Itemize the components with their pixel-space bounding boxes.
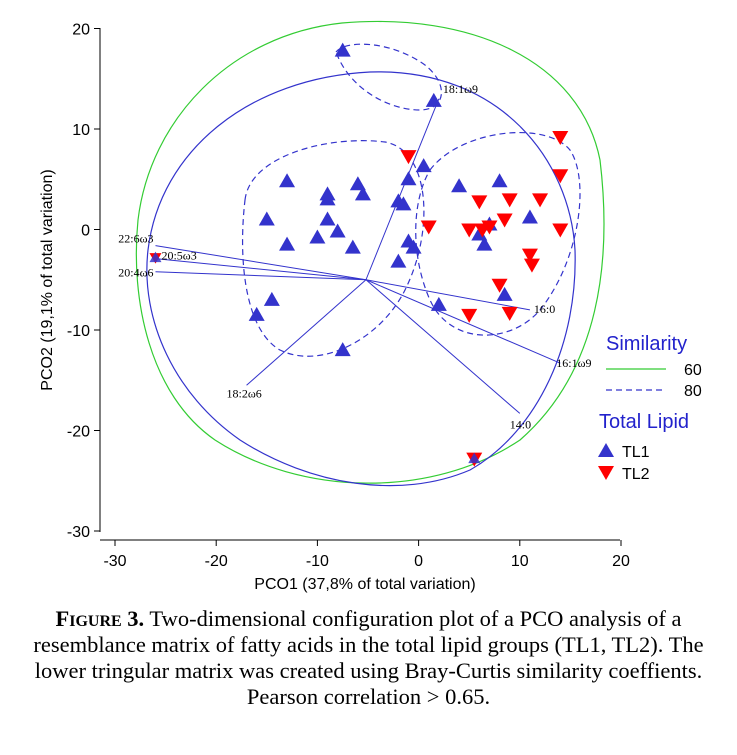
tl1-point <box>496 286 513 301</box>
vector-line <box>246 279 367 386</box>
y-tick-label: 0 <box>81 223 90 240</box>
tl1-point <box>279 173 296 188</box>
legend-tl2-label: TL2 <box>622 466 650 483</box>
tl2-point <box>461 308 478 323</box>
tl1-point <box>319 191 336 206</box>
x-tick-label: 0 <box>414 553 423 570</box>
tl1-point <box>476 236 493 251</box>
tl1-point <box>334 42 351 57</box>
vector-label: 20:5ω3 <box>161 249 196 263</box>
tl1-point <box>344 239 361 254</box>
legend-tl2-marker <box>598 466 614 480</box>
similarity-60-contour <box>135 20 605 484</box>
vector-label: 14:0 <box>510 417 531 431</box>
tl2-point <box>523 258 540 273</box>
axes: -30 -20 -10 0 10 20 -30 -20 -10 0 10 20 PCO1 (37,8… <box>39 22 630 594</box>
vector-line <box>365 279 561 364</box>
vector-label: 18:2ω6 <box>227 386 262 400</box>
tl1-point <box>451 178 468 193</box>
data-points <box>149 42 569 467</box>
y-tick-label: -10 <box>67 323 90 340</box>
tl1-point <box>430 296 447 311</box>
tl1-point <box>400 171 417 186</box>
tl2-point <box>552 169 569 184</box>
y-tick-label: 20 <box>72 22 90 39</box>
similarity-80-contour <box>415 132 581 336</box>
x-tick-label: -20 <box>205 553 228 570</box>
similarity-contours <box>135 20 605 487</box>
legend-80-label: 80 <box>684 383 702 400</box>
y-tick-label: -30 <box>67 524 90 541</box>
legend: Similarity 60 80 Total Lipid TL1 TL2 <box>598 333 702 483</box>
tl1-point <box>349 176 366 191</box>
x-tick-label: -10 <box>306 553 329 570</box>
tl2-point <box>461 223 478 238</box>
y-axis-label: PCO2 (19,1% of total variation) <box>39 169 56 390</box>
tl2-point <box>491 278 508 293</box>
vector-line <box>155 245 367 281</box>
vector-label: 16:0 <box>534 302 555 316</box>
tl1-point <box>405 239 422 254</box>
tl1-point <box>415 158 432 173</box>
pco-chart: 18:1ω9 22:6ω3 20:5ω3 20:4ω6 16:0 16:1ω9 18:2ω6… <box>39 20 702 594</box>
tl2-point <box>521 248 538 263</box>
tl1-point <box>354 186 371 201</box>
vector-label: 16:1ω9 <box>556 356 591 370</box>
tl2-point <box>501 306 518 321</box>
figure-caption: Figure 3. Two-dimensional configuration … <box>10 606 727 710</box>
legend-similarity-title: Similarity <box>606 333 687 355</box>
tl1-point <box>521 209 538 224</box>
x-tick-label: -30 <box>103 553 126 570</box>
y-tick-label: -20 <box>67 424 90 441</box>
similarity-80-contour <box>335 43 442 111</box>
vector-label: 20:4ω6 <box>118 266 153 280</box>
tl2-point <box>552 131 569 146</box>
tl2-point <box>400 150 417 165</box>
tl1-point <box>471 226 488 241</box>
tl2-point <box>420 220 437 235</box>
tl2-point <box>496 213 513 228</box>
vector-line <box>155 271 366 281</box>
tl1-point <box>334 342 351 357</box>
legend-tl1-label: TL1 <box>622 444 650 461</box>
vector-line <box>365 279 521 414</box>
x-ticks: -30 -20 -10 0 10 20 <box>103 540 630 570</box>
similarity-60-blue-contour <box>146 71 576 487</box>
tl1-point <box>390 253 407 268</box>
tl1-point <box>425 92 442 107</box>
tl2-point <box>481 220 498 235</box>
vector-line <box>155 258 367 281</box>
x-tick-label: 10 <box>511 553 529 570</box>
tl1-point <box>258 211 275 226</box>
legend-60-label: 60 <box>684 362 702 379</box>
correlation-vectors: 18:1ω9 22:6ω3 20:5ω3 20:4ω6 16:0 16:1ω9 18:2ω6… <box>118 82 591 432</box>
tl1-point <box>319 211 336 226</box>
tl1-point <box>279 236 296 251</box>
tl1-point <box>468 452 481 464</box>
tl2-point <box>471 195 488 210</box>
legend-tl1-marker <box>598 443 614 457</box>
vector-label: 18:1ω9 <box>443 82 478 96</box>
caption-text: Two-dimensional configuration plot of a … <box>33 606 704 709</box>
legend-group-title: Total Lipid <box>599 411 689 433</box>
tl1-point <box>149 251 162 263</box>
x-axis-label: PCO1 (37,8% of total variation) <box>254 576 475 593</box>
x-tick-label: 20 <box>612 553 630 570</box>
tl2-point <box>552 223 569 238</box>
tl1-point <box>263 291 280 306</box>
tl2-point <box>501 193 518 208</box>
tl1-point <box>329 223 346 238</box>
tl2-point <box>532 193 549 208</box>
vector-label: 22:6ω3 <box>118 232 153 246</box>
vector-line <box>365 279 531 311</box>
tl1-point <box>309 229 326 244</box>
tl1-point <box>395 196 412 211</box>
similarity-80-contour <box>241 140 425 357</box>
tl1-point <box>491 173 508 188</box>
vector-line <box>365 98 440 280</box>
tl1-point <box>248 306 265 321</box>
y-ticks: -30 -20 -10 0 10 20 <box>67 22 100 541</box>
caption-label: Figure 3. <box>55 606 145 631</box>
y-tick-label: 10 <box>72 122 90 139</box>
